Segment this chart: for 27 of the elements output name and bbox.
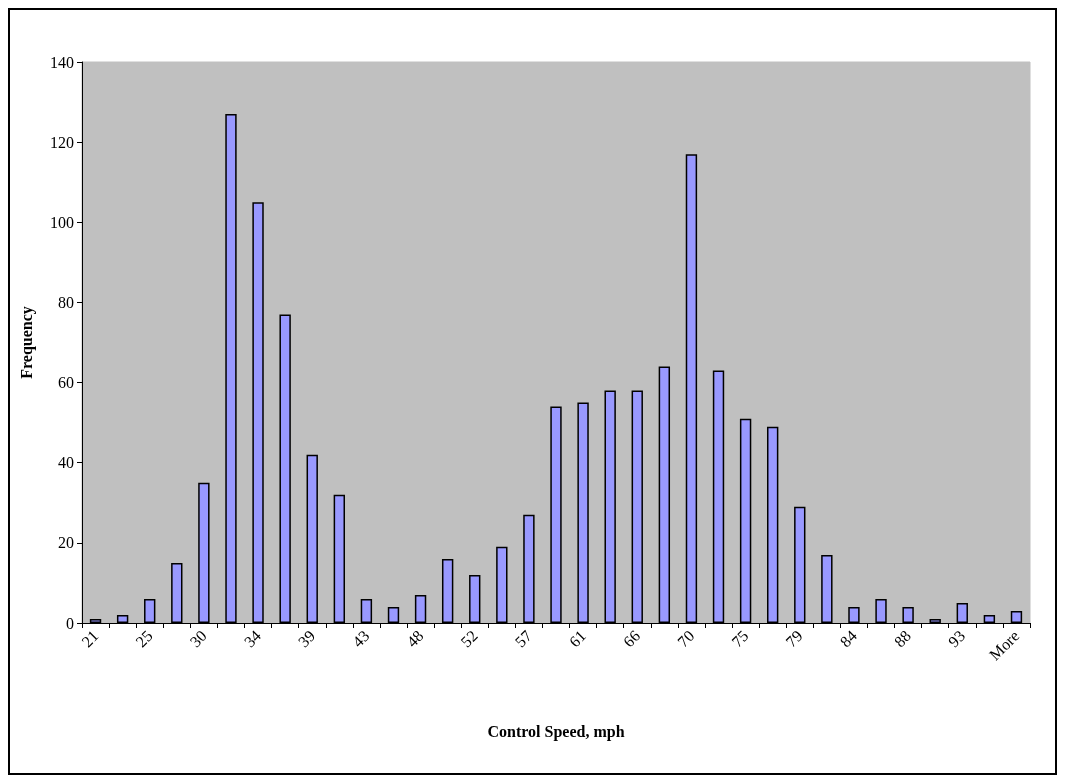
- x-tick-label: 66: [619, 626, 644, 651]
- x-tick-label: 88: [890, 626, 915, 651]
- y-tick-label: 80: [58, 293, 74, 311]
- y-axis-title: Frequency: [17, 306, 36, 379]
- x-tick-label: 21: [78, 626, 102, 651]
- y-tick-label: 100: [50, 213, 74, 231]
- x-tick-label: 25: [132, 626, 156, 651]
- x-tick-label: 43: [349, 626, 373, 651]
- x-tick-label: 39: [294, 626, 319, 651]
- y-tick-label: 140: [50, 53, 74, 71]
- x-tick-label: 79: [782, 626, 806, 651]
- y-tick-label: 60: [58, 374, 74, 392]
- x-tick-label: 34: [240, 626, 265, 651]
- x-tick-label: 57: [511, 626, 535, 651]
- x-tick-label: 70: [674, 626, 698, 651]
- y-tick-label: 40: [58, 454, 74, 472]
- x-tick-label: 75: [728, 626, 752, 651]
- x-axis-title: Control Speed, mph: [487, 722, 625, 741]
- y-tick-label: 20: [58, 534, 74, 552]
- y-tick-label: 0: [66, 614, 74, 632]
- x-tick-label: 61: [565, 626, 590, 651]
- x-tick-label: 30: [186, 626, 210, 651]
- x-tick-label: 84: [836, 626, 860, 651]
- y-tick-label: 120: [50, 133, 74, 151]
- x-tick-label: 52: [457, 626, 481, 651]
- x-tick-label: 93: [944, 626, 969, 651]
- x-tick-label: 48: [403, 626, 427, 651]
